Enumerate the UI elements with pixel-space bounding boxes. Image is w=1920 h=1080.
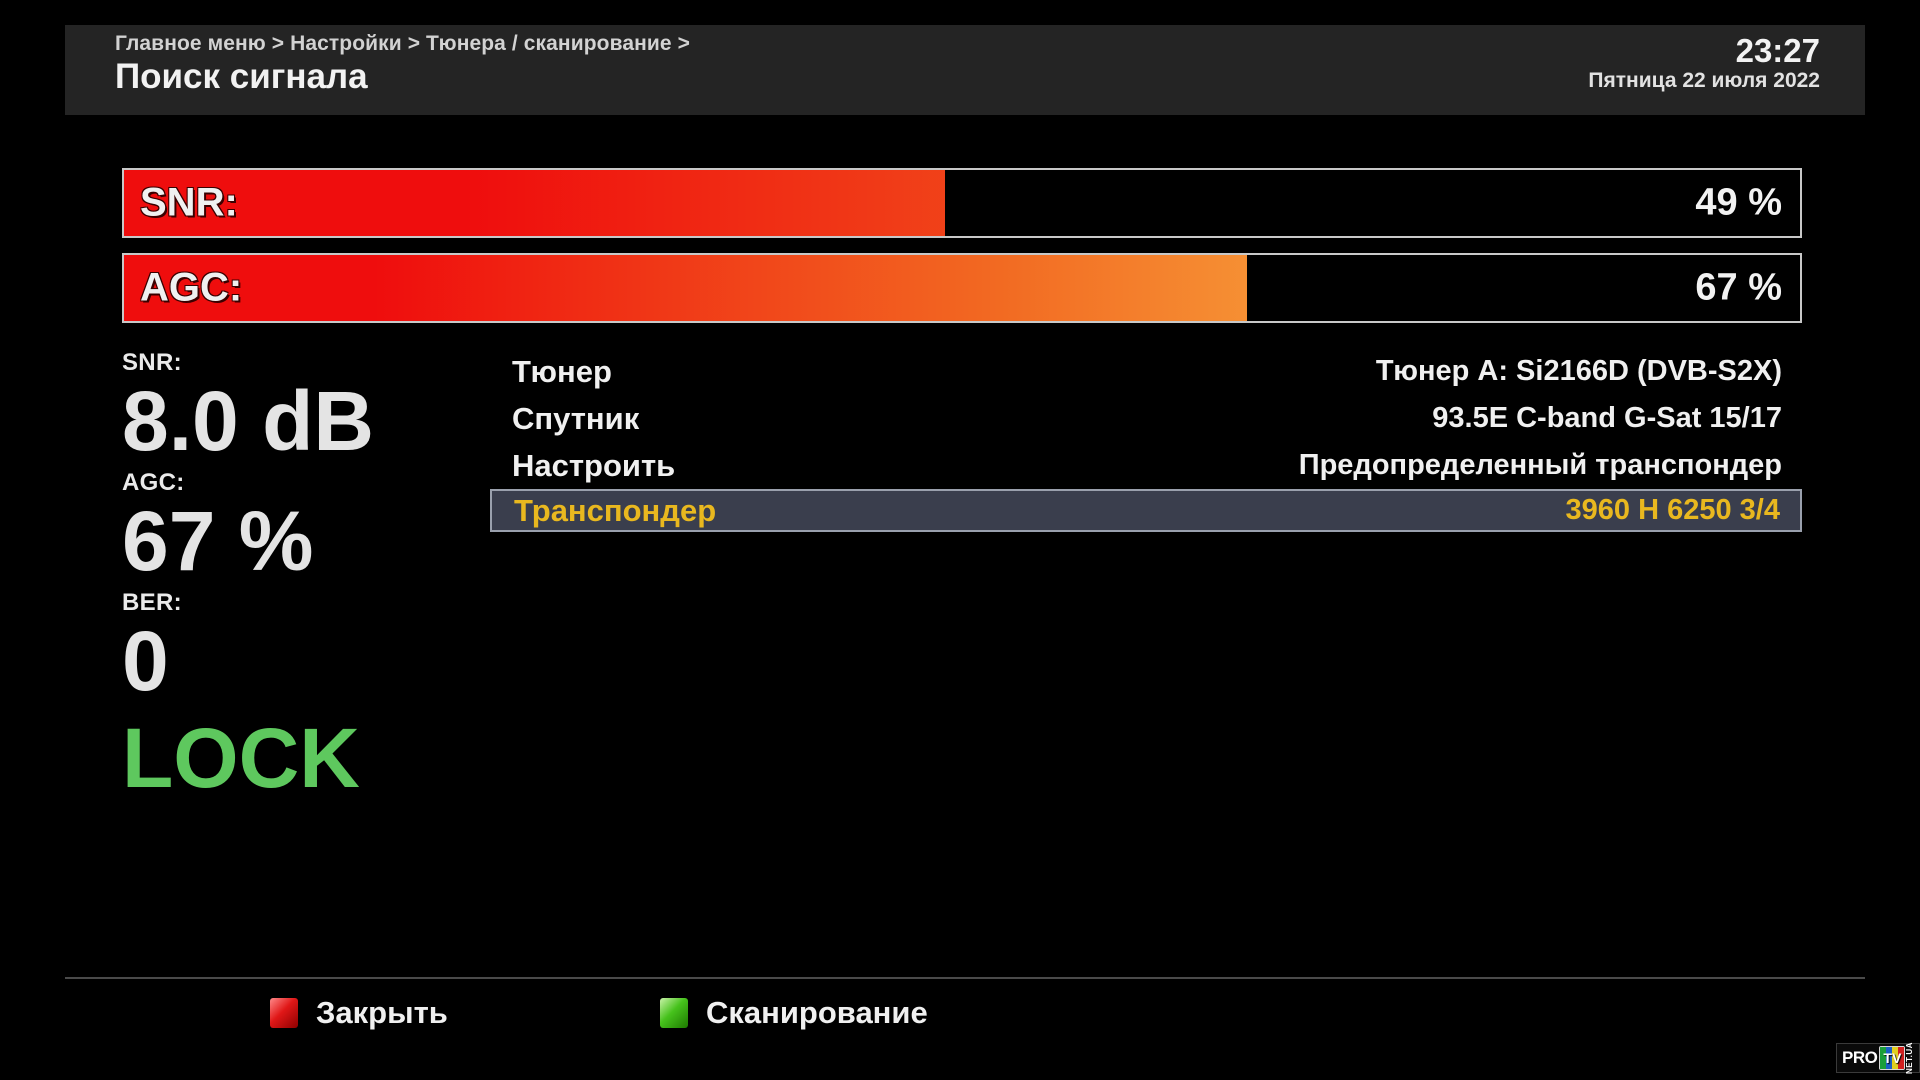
watermark-pro-text: PRO — [1842, 1048, 1878, 1067]
info-value-satellite: 93.5E C-band G-Sat 15/17 — [1432, 402, 1782, 434]
info-value-transponder: 3960 H 6250 3/4 — [1565, 494, 1780, 526]
breadcrumb: Главное меню > Настройки > Тюнера / скан… — [115, 32, 690, 55]
close-button[interactable]: Закрыть — [270, 995, 448, 1031]
lock-status-indicator: LOCK — [122, 711, 360, 805]
clock-time: 23:27 — [1735, 32, 1820, 69]
agc-bar-label: AGC: — [140, 265, 243, 310]
green-key-icon — [660, 998, 688, 1028]
metrics-column: SNR: 8.0 dB AGC: 67 % BER: 0 LOCK — [122, 348, 452, 806]
agc-signal-bar: AGC: 67 % — [122, 253, 1802, 323]
snr-bar-label: SNR: — [140, 180, 238, 225]
metric-value-snr: 8.0 dB — [122, 374, 375, 468]
snr-bar-value: 49 % — [1695, 181, 1782, 224]
snr-signal-bar: SNR: 49 % — [122, 168, 1802, 238]
info-row-tune-mode[interactable]: Настроить Предопределенный транспондер — [490, 442, 1802, 489]
footer-divider — [65, 977, 1865, 979]
info-row-tuner[interactable]: Тюнер Тюнер A: Si2166D (DVB-S2X) — [490, 348, 1802, 395]
header-bar: Главное меню > Настройки > Тюнера / скан… — [65, 25, 1865, 115]
info-key-satellite: Спутник — [512, 400, 640, 436]
clock: 23:27 Пятница 22 июля 2022 — [1588, 33, 1820, 93]
footer-bar: Закрыть Сканирование — [65, 995, 1865, 1055]
watermark-net-text: NET.UA — [1905, 1042, 1915, 1074]
snr-bar-fill — [124, 170, 946, 236]
info-key-transponder: Транспондер — [514, 492, 717, 528]
watermark-tv-stripes — [1880, 1047, 1905, 1069]
agc-bar-value: 67 % — [1695, 266, 1782, 309]
info-value-tune-mode: Предопределенный транспондер — [1298, 449, 1782, 481]
close-button-label: Закрыть — [316, 995, 448, 1030]
clock-date: Пятница 22 июля 2022 — [1588, 69, 1820, 92]
metric-label-agc: AGC: — [122, 469, 185, 496]
metric-value-ber: 0 — [122, 614, 169, 708]
info-row-transponder[interactable]: Транспондер 3960 H 6250 3/4 — [490, 489, 1802, 532]
info-value-tuner: Тюнер A: Si2166D (DVB-S2X) — [1375, 355, 1782, 387]
metric-label-snr: SNR: — [122, 349, 182, 376]
scan-button[interactable]: Сканирование — [660, 995, 928, 1031]
info-key-tune-mode: Настроить — [512, 447, 676, 483]
metric-value-agc: 67 % — [122, 494, 314, 588]
info-row-satellite[interactable]: Спутник 93.5E C-band G-Sat 15/17 — [490, 395, 1802, 442]
tuner-info-panel: Тюнер Тюнер A: Si2166D (DVB-S2X) Спутник… — [490, 348, 1802, 532]
scan-button-label: Сканирование — [706, 995, 928, 1030]
page-title: Поиск сигнала — [115, 57, 368, 96]
watermark-tv-text: TV — [1883, 1050, 1902, 1066]
watermark-tv-icon: TV — [1879, 1046, 1906, 1070]
red-key-icon — [270, 998, 298, 1028]
agc-bar-fill — [124, 255, 1247, 321]
metric-label-ber: BER: — [122, 589, 182, 616]
protv-watermark: PRO TV NET.UA — [1836, 1042, 1920, 1074]
info-key-tuner: Тюнер — [512, 353, 612, 389]
